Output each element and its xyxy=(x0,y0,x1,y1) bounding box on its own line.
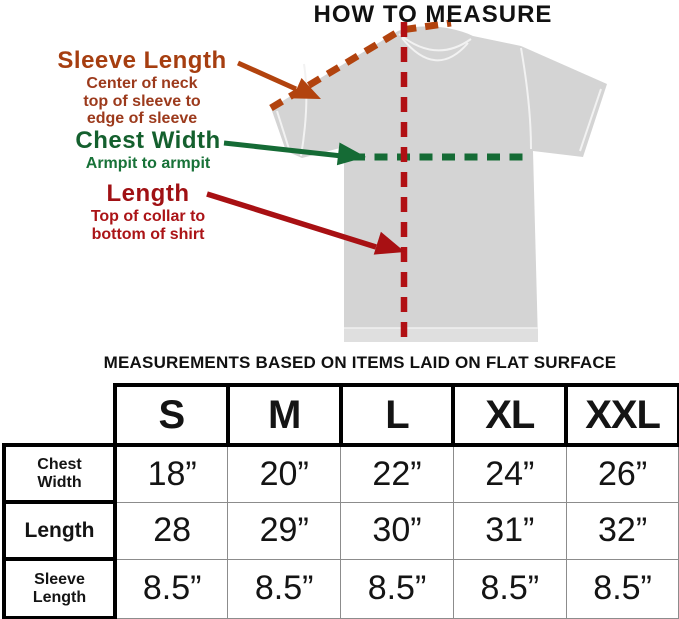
length-xl: 31” xyxy=(452,501,567,560)
size-header-m: M xyxy=(225,383,343,447)
flat-surface-note: MEASUREMENTS BASED ON ITEMS LAID ON FLAT… xyxy=(103,353,617,372)
length-label: Length xyxy=(106,180,190,207)
row-label-sleeve-length: Sleeve Length xyxy=(2,557,117,619)
length-xxl: 32” xyxy=(565,501,679,560)
chest-width-label: Chest Width xyxy=(75,127,221,154)
chest-width-m: 20” xyxy=(227,444,342,503)
sleeve-arrow xyxy=(236,60,321,99)
tshirt-diagram-svg xyxy=(206,19,607,342)
size-table: S M L XL XXL Chest Width 18” 20” 22” 24”… xyxy=(2,383,679,619)
chest-width-row: Chest Width 18” 20” 22” 24” 26” xyxy=(2,443,679,504)
size-header-xxl: XXL xyxy=(564,383,679,447)
sleeve-length-xxl: 8.5” xyxy=(565,558,679,619)
size-header-row: S M L XL XXL xyxy=(4,383,679,447)
measure-diagram: HOW TO MEASURE Sleeve Length Center of n… xyxy=(32,1,607,342)
row-label-length: Length xyxy=(2,500,117,561)
length-arrow xyxy=(206,191,405,255)
chest-width-xl: 24” xyxy=(452,444,567,503)
chest-width-desc: Armpit to armpit xyxy=(85,155,211,172)
sleeve-length-l: 8.5” xyxy=(340,558,454,619)
chest-arrow xyxy=(223,140,366,166)
size-header-l: L xyxy=(338,383,456,447)
table-corner-empty xyxy=(4,385,115,445)
length-row: Length 28 29” 30” 31” 32” xyxy=(2,500,679,561)
size-header-xl: XL xyxy=(451,383,569,447)
collar-seam-outer xyxy=(398,33,472,52)
sleeve-length-row: Sleeve Length 8.5” 8.5” 8.5” 8.5” 8.5” xyxy=(2,557,679,619)
length-annotation: Length Top of collar to bottom of shirt xyxy=(38,180,258,243)
collar-seam-inner xyxy=(401,37,469,62)
length-desc: Top of collar to bottom of shirt xyxy=(90,208,206,243)
length-s: 28 xyxy=(114,501,229,560)
sleeve-length-s: 8.5” xyxy=(114,558,229,619)
sleeve-length-annotation: Sleeve Length Center of neck top of slee… xyxy=(32,47,252,128)
sleeve-length-xl: 8.5” xyxy=(452,558,567,619)
sleeve-measure-line xyxy=(269,19,452,112)
tshirt-hem xyxy=(344,328,538,342)
chest-width-xxl: 26” xyxy=(565,444,679,503)
tshirt-seams xyxy=(276,33,602,157)
tshirt-body xyxy=(271,26,607,342)
chest-width-s: 18” xyxy=(114,444,229,503)
chest-width-annotation: Chest Width Armpit to armpit xyxy=(38,127,258,173)
sleeve-length-label: Sleeve Length xyxy=(57,47,227,74)
sleeve-length-m: 8.5” xyxy=(227,558,342,619)
length-l: 30” xyxy=(340,501,454,560)
page-title: HOW TO MEASURE xyxy=(313,1,553,28)
chest-width-l: 22” xyxy=(340,444,454,503)
sleeve-length-desc: Center of neck top of sleeve to edge of … xyxy=(83,75,201,127)
size-header-s: S xyxy=(113,383,230,447)
length-m: 29” xyxy=(227,501,342,560)
row-label-chest-width: Chest Width xyxy=(2,443,117,504)
